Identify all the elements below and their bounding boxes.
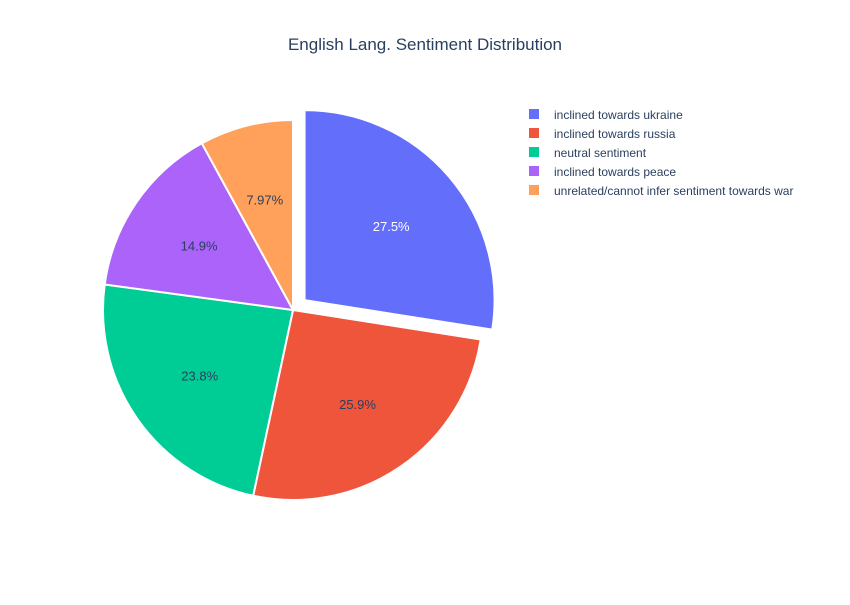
legend[interactable]: inclined towards ukraine inclined towards… bbox=[529, 108, 793, 198]
legend-item[interactable]: inclined towards ukraine bbox=[529, 108, 683, 122]
pie-slice[interactable] bbox=[103, 141, 295, 312]
chart-title: English Lang. Sentiment Distribution bbox=[288, 35, 562, 54]
legend-swatch bbox=[529, 185, 539, 195]
pie-slice[interactable] bbox=[102, 283, 295, 497]
slice-percent-label: 23.8% bbox=[181, 369, 218, 384]
legend-label: inclined towards russia bbox=[554, 127, 676, 141]
legend-swatch bbox=[529, 109, 539, 119]
legend-swatch bbox=[529, 166, 539, 176]
legend-label: inclined towards peace bbox=[554, 165, 676, 179]
legend-swatch bbox=[529, 128, 539, 138]
legend-item[interactable]: inclined towards russia bbox=[529, 127, 676, 141]
legend-item[interactable]: unrelated/cannot infer sentiment towards… bbox=[529, 184, 793, 198]
slice-percent-label: 14.9% bbox=[181, 238, 218, 253]
slice-percent-label: 25.9% bbox=[339, 397, 376, 412]
legend-swatch bbox=[529, 147, 539, 157]
pie-slice[interactable] bbox=[303, 109, 496, 331]
slice-percent-label: 27.5% bbox=[373, 219, 410, 234]
legend-label: inclined towards ukraine bbox=[554, 108, 683, 122]
pie-slices bbox=[102, 109, 496, 501]
legend-item[interactable]: neutral sentiment bbox=[529, 146, 647, 160]
legend-item[interactable]: inclined towards peace bbox=[529, 165, 676, 179]
pie-slice[interactable] bbox=[200, 118, 294, 311]
legend-label: neutral sentiment bbox=[554, 146, 647, 160]
legend-label: unrelated/cannot infer sentiment towards… bbox=[554, 184, 793, 198]
pie-slice[interactable] bbox=[251, 308, 482, 501]
slice-labels: 27.5% 25.9% 23.8% 14.9% 7.97% bbox=[181, 193, 410, 412]
slice-percent-label: 7.97% bbox=[246, 193, 283, 208]
